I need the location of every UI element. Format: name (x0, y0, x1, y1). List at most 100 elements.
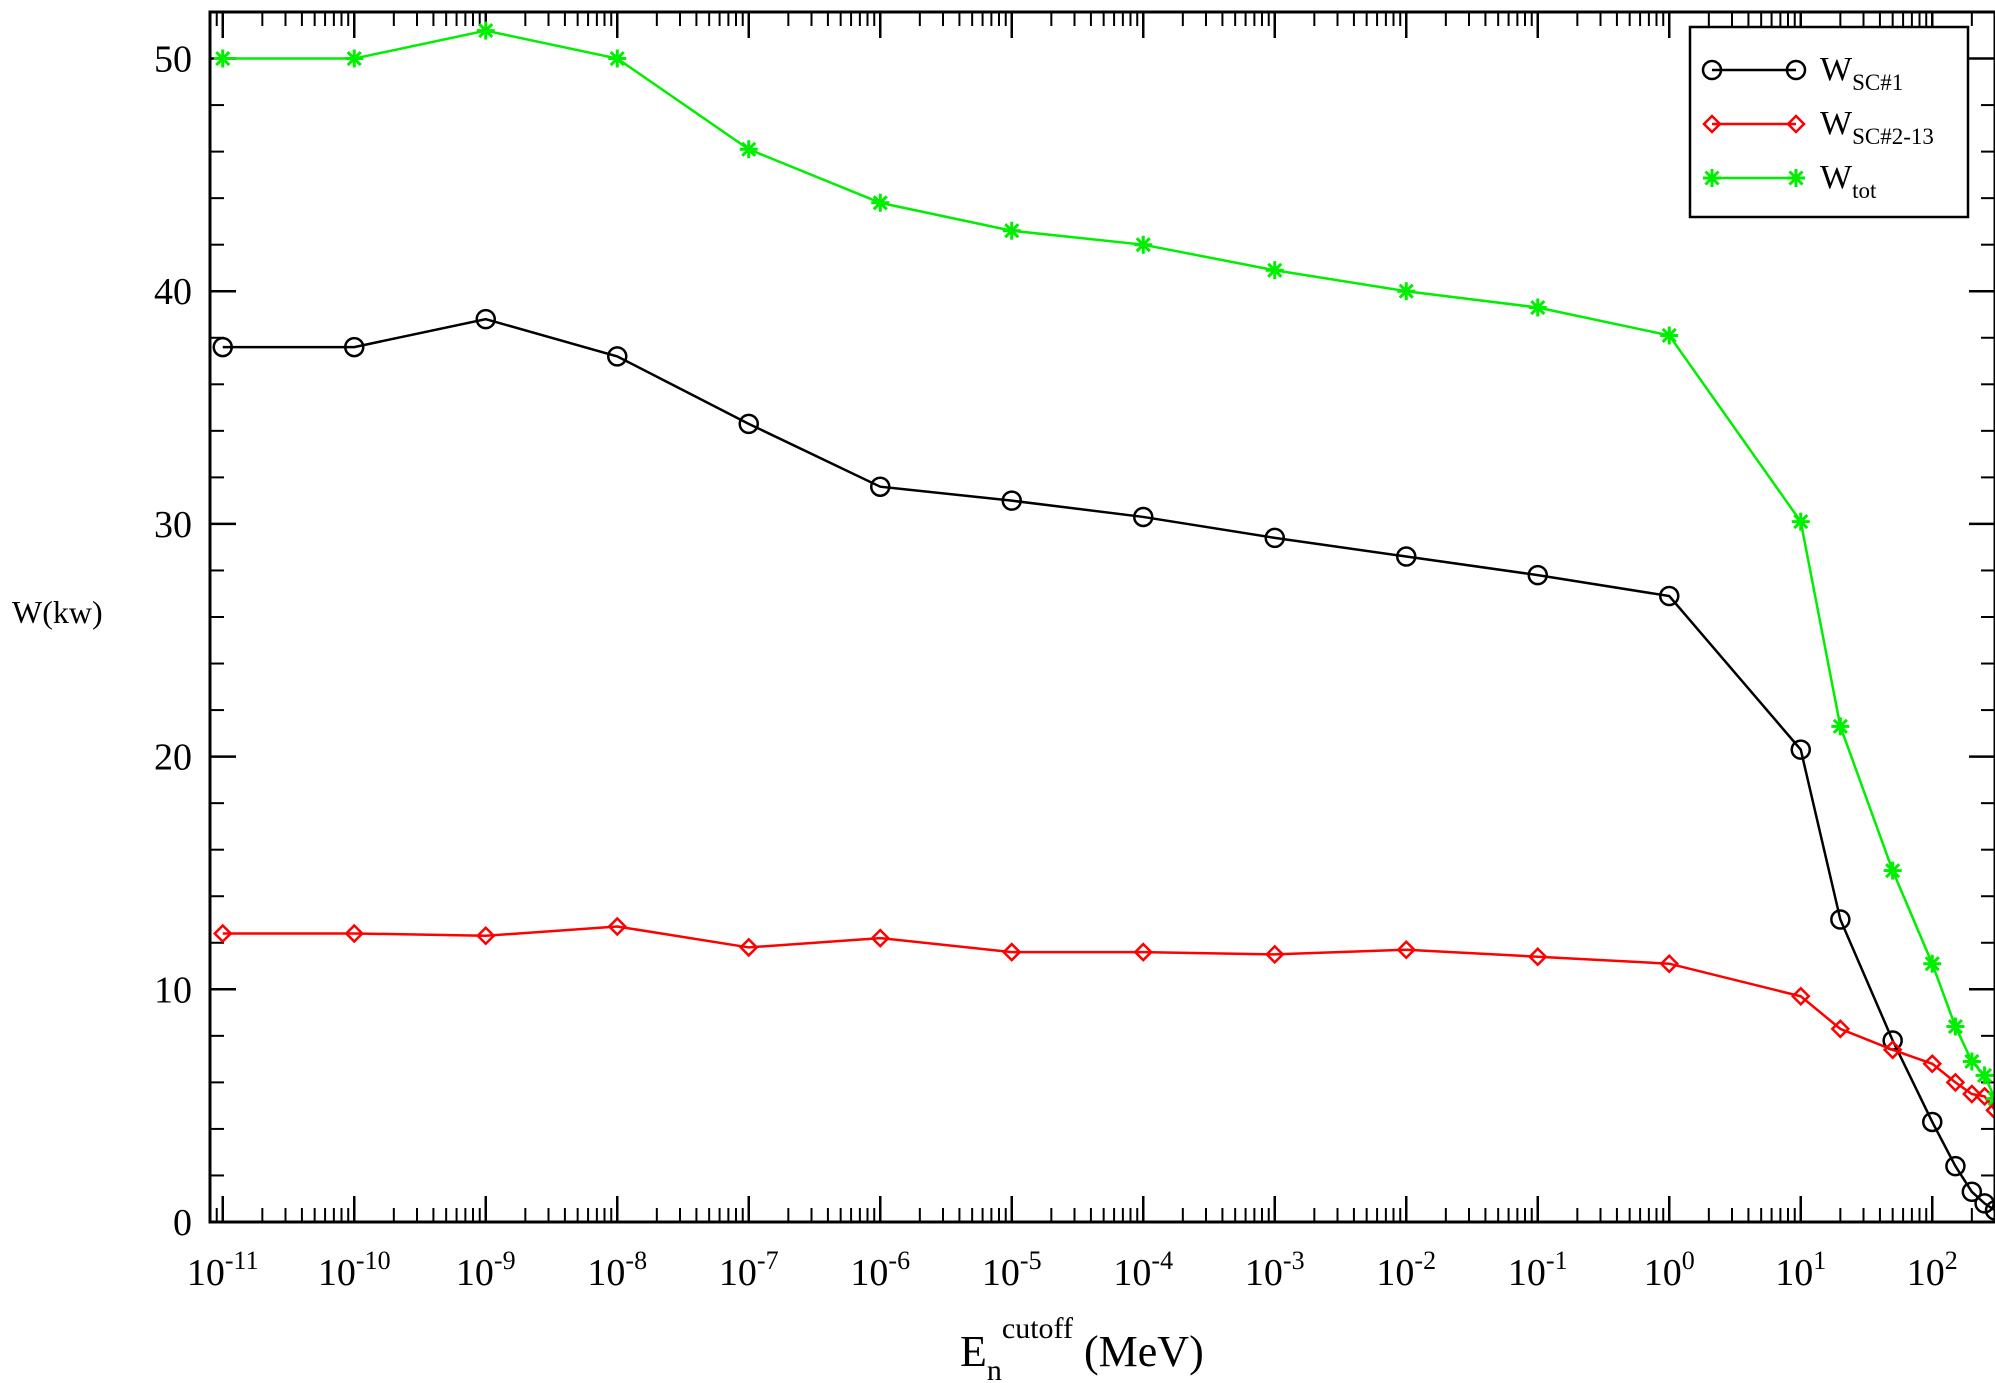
series-line (222, 925, 1995, 1112)
x-tick-label-exp: -6 (888, 1246, 910, 1275)
x-axis-label-sup: cutoff (1002, 1312, 1073, 1345)
star-marker (1975, 1066, 1994, 1085)
legend-label-main: W (1820, 159, 1853, 196)
circle-marker (1264, 527, 1286, 549)
diamond-marker (475, 926, 496, 946)
diamond-marker (1702, 114, 1722, 134)
circle-marker (1785, 59, 1807, 81)
x-tick-labels: 10-11 10-10 10-9 10-8 10-7 10-6 10-5 10-4 10-3 10… (187, 1246, 1958, 1294)
star-marker (1002, 221, 1021, 240)
x-tick-label-exp: -5 (1020, 1246, 1042, 1275)
x-tick-label: 10-1 (1508, 1246, 1568, 1294)
x-tick-label-base: 10 (187, 1252, 225, 1294)
x-tick-label: 101 (1775, 1246, 1826, 1294)
x-tick-label-exp: -7 (757, 1246, 779, 1275)
star-marker (1660, 326, 1679, 345)
y-tick-label: 40 (154, 271, 192, 313)
star-marker (1703, 169, 1721, 187)
star-marker (1528, 298, 1547, 317)
star-marker (213, 49, 232, 68)
circle-marker (1701, 59, 1723, 81)
y-axis-label: W(kw) (12, 594, 103, 630)
circle-marker (1133, 506, 1154, 528)
star-marker (1265, 261, 1284, 280)
x-tick-label-exp: -4 (1151, 1246, 1173, 1275)
star-marker (476, 21, 495, 40)
diamond-marker (1659, 953, 1680, 974)
legend-label-main: W (1820, 105, 1853, 142)
x-tick-label: 10-5 (982, 1246, 1042, 1294)
star-marker (345, 49, 364, 68)
x-tick-label: 10-7 (719, 1246, 779, 1294)
x-tick-label-base: 10 (587, 1252, 625, 1294)
star-marker (608, 49, 627, 68)
circle-marker (606, 346, 628, 367)
diamond-marker (344, 923, 365, 944)
x-tick-label-base: 10 (1113, 1252, 1151, 1294)
x-tick-label-exp: -1 (1546, 1246, 1568, 1275)
star-marker (739, 140, 758, 159)
diamond-marker (1945, 1072, 1966, 1093)
x-tick-label-base: 10 (1376, 1252, 1414, 1294)
circle-marker (738, 413, 759, 435)
legend-entry-1: WSC#1 (1701, 51, 1903, 95)
legend-label: WSC#2-13 (1820, 105, 1934, 149)
x-tick-label-base: 10 (318, 1252, 356, 1294)
x-tick-label: 10-4 (1113, 1246, 1173, 1294)
y-tick-label: 50 (154, 39, 192, 81)
x-tick-label: 10-6 (850, 1246, 910, 1294)
circle-marker (475, 308, 496, 330)
circle-marker (343, 336, 365, 358)
x-tick-label-exp: 1 (1813, 1246, 1826, 1275)
diamond-marker (1001, 942, 1022, 962)
x-tick-label-exp: -9 (494, 1246, 516, 1275)
x-tick-label: 10-9 (456, 1246, 516, 1294)
legend-label-sub: SC#2-13 (1852, 124, 1934, 149)
circle-marker (1790, 739, 1812, 760)
star-marker (871, 193, 890, 212)
plot-frame (208, 10, 1995, 1224)
x-tick-label: 100 (1644, 1246, 1695, 1294)
circle-marker (1001, 490, 1023, 511)
x-tick-label: 10-8 (587, 1246, 647, 1294)
star-marker (1962, 1052, 1981, 1071)
x-tick-label-base: 10 (1775, 1252, 1813, 1294)
series-3 (213, 21, 1995, 1108)
star-marker (1831, 717, 1850, 736)
x-tick-label-exp: 0 (1682, 1246, 1695, 1275)
x-tick-label-exp: -10 (356, 1246, 391, 1275)
diamond-marker (1922, 1054, 1943, 1074)
y-tick-labels: 0 10 20 30 40 50 (154, 39, 192, 1244)
circle-marker (1527, 564, 1549, 586)
legend-entry-2: WSC#2-13 (1702, 105, 1934, 149)
x-tick-label: 10-10 (318, 1246, 391, 1294)
star-marker (1923, 954, 1942, 973)
x-tick-label-exp: -3 (1283, 1246, 1305, 1275)
series-line (222, 29, 1995, 1100)
x-tick-label-base: 10 (850, 1252, 888, 1294)
star-marker (1946, 1017, 1965, 1036)
diamond-marker (1396, 939, 1417, 960)
major-ticks (210, 12, 1995, 1224)
series-2 (212, 916, 1995, 1121)
circle-marker (1945, 1155, 1966, 1177)
legend-label-sub: tot (1852, 178, 1877, 203)
x-axis-label-main: E (960, 1327, 987, 1376)
x-tick-label-exp: -2 (1414, 1246, 1436, 1275)
x-tick-label: 10-3 (1245, 1246, 1305, 1294)
diamond-marker (1790, 986, 1811, 1007)
circle-marker (869, 476, 891, 497)
star-marker (1883, 861, 1902, 880)
diamond-marker (607, 916, 628, 937)
series-line (222, 317, 1995, 1212)
circle-marker (1659, 585, 1680, 607)
circle-marker (1396, 546, 1417, 567)
series-layer (212, 21, 1995, 1221)
legend-label: Wtot (1820, 159, 1877, 203)
minor-ticks (209, 11, 1995, 1222)
diamond-marker (1264, 944, 1285, 965)
star-marker (1787, 169, 1805, 187)
diamond-marker (212, 923, 233, 944)
